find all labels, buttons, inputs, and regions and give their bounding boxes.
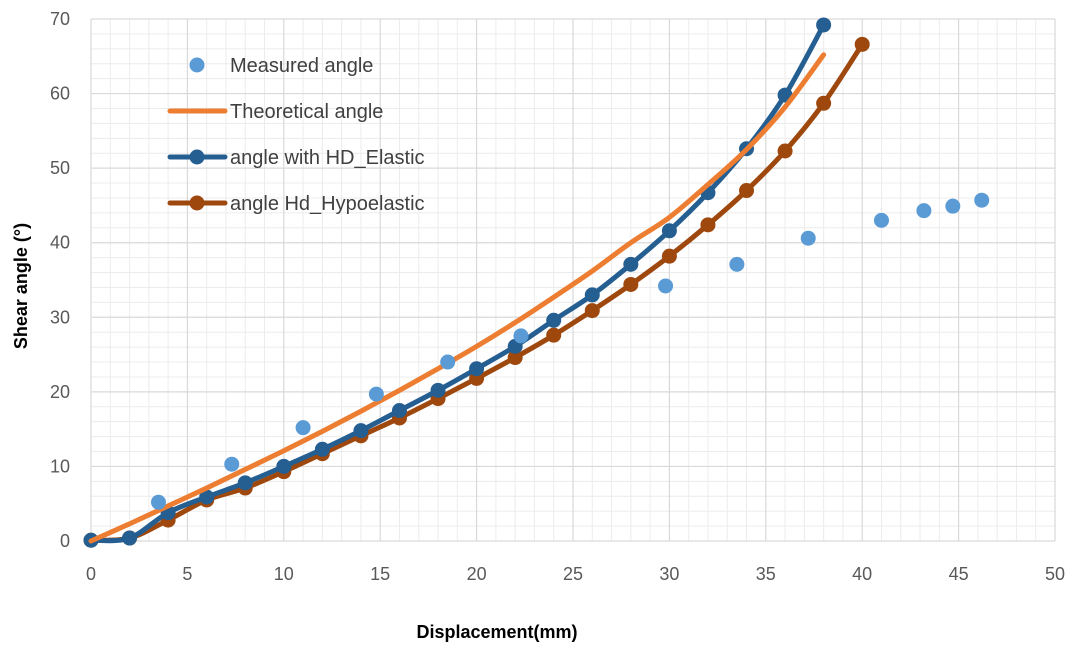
- series-2: [83, 17, 832, 548]
- measured-point: [945, 198, 961, 214]
- series-point: [237, 475, 253, 491]
- y-tick-label: 50: [50, 158, 70, 178]
- series-point: [430, 382, 446, 398]
- series-point: [391, 403, 407, 418]
- series-point: [122, 530, 138, 546]
- series-point: [739, 183, 755, 199]
- series-point: [584, 287, 600, 303]
- legend-marker: [189, 195, 205, 211]
- series-layer: [83, 17, 990, 548]
- measured-point: [224, 456, 240, 472]
- legend-item: angle with HD_Elastic: [167, 147, 425, 169]
- legend-label: Theoretical angle: [230, 101, 383, 123]
- measured-point: [658, 278, 674, 294]
- x-tick-label: 45: [949, 564, 969, 584]
- measured-point: [368, 386, 384, 402]
- series-point: [661, 248, 677, 264]
- series-point: [623, 276, 639, 292]
- legend-label: angle with HD_Elastic: [230, 147, 425, 169]
- measured-point: [800, 230, 816, 246]
- series-point: [353, 423, 369, 439]
- x-tick-label: 35: [756, 564, 776, 584]
- y-tick-label: 0: [60, 531, 70, 551]
- legend-label: Measured angle: [230, 55, 373, 77]
- measured-point: [916, 203, 932, 219]
- measured-point: [440, 354, 456, 370]
- series-point: [546, 327, 562, 343]
- series-point: [276, 458, 292, 474]
- series-point: [623, 256, 639, 272]
- y-tick-label: 20: [50, 382, 70, 402]
- series-point: [199, 489, 215, 505]
- y-axis-tick-labels: 0 10 20 30 40 50 60 70: [50, 9, 70, 551]
- x-tick-label: 10: [274, 564, 294, 584]
- legend-item: Measured angle: [189, 55, 373, 77]
- series-point: [469, 361, 485, 377]
- legend-marker: [189, 149, 205, 165]
- x-tick-label: 5: [182, 564, 192, 584]
- series-point: [816, 95, 832, 111]
- measured-point: [873, 212, 889, 228]
- x-tick-label: 25: [563, 564, 583, 584]
- series-point: [584, 303, 600, 319]
- y-tick-label: 10: [50, 456, 70, 476]
- series-point: [777, 143, 793, 159]
- measured-point: [729, 256, 745, 272]
- measured-point: [150, 494, 166, 510]
- x-tick-label: 40: [852, 564, 872, 584]
- legend-item: angle Hd_Hypoelastic: [167, 193, 425, 215]
- x-axis-title: Displacement(mm): [416, 622, 577, 642]
- y-tick-label: 30: [50, 307, 70, 327]
- y-tick-label: 70: [50, 9, 70, 29]
- series-point: [546, 312, 562, 328]
- x-tick-label: 15: [370, 564, 390, 584]
- series-1: [88, 52, 827, 544]
- series-point: [314, 441, 330, 457]
- legend-item: Theoretical angle: [167, 101, 383, 123]
- measured-point: [974, 192, 990, 208]
- y-tick-label: 40: [50, 233, 70, 253]
- series-point: [854, 36, 870, 52]
- y-axis-title: Shear angle (°): [11, 223, 31, 349]
- x-tick-label: 50: [1045, 564, 1065, 584]
- y-tick-label: 60: [50, 84, 70, 104]
- series-point: [507, 350, 523, 366]
- x-tick-label: 20: [467, 564, 487, 584]
- series-line: [88, 52, 827, 544]
- legend-swatch: [189, 57, 205, 73]
- series-0: [150, 192, 990, 510]
- series-point: [700, 217, 716, 233]
- series-point: [661, 223, 677, 239]
- series-point: [816, 17, 832, 33]
- x-tick-label: 0: [86, 564, 96, 584]
- measured-point: [513, 328, 529, 344]
- legend: Measured angle Theoretical angle angle wit…: [167, 55, 425, 215]
- x-tick-label: 30: [659, 564, 679, 584]
- x-axis-tick-labels: 0 5 10 15 20 25 30 35 40 45 50: [86, 564, 1065, 584]
- legend-label: angle Hd_Hypoelastic: [230, 193, 425, 215]
- measured-point: [295, 420, 311, 436]
